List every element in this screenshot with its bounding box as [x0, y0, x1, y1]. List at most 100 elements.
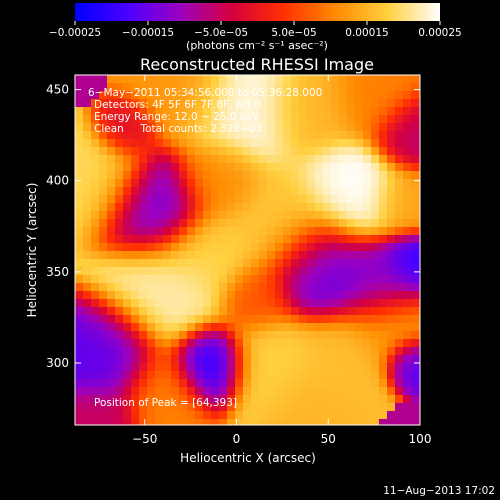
heatmap-cell [187, 275, 196, 284]
heatmap-cell [139, 403, 148, 412]
heatmap-cell [187, 307, 196, 316]
heatmap-cell [371, 355, 380, 364]
heatmap-cell [331, 411, 340, 420]
heatmap-cell [155, 227, 164, 236]
heatmap-cell [219, 243, 228, 252]
heatmap-cell [99, 163, 108, 172]
heatmap-cell [211, 99, 220, 108]
heatmap-cell [163, 243, 172, 252]
heatmap-cell [387, 283, 396, 292]
heatmap-cell [387, 267, 396, 276]
heatmap-cell [291, 403, 300, 412]
heatmap-cell [355, 251, 364, 260]
heatmap-cell [235, 139, 244, 148]
heatmap-cell [283, 227, 292, 236]
heatmap-cell [347, 227, 356, 236]
heatmap-cell [363, 259, 372, 268]
heatmap-cell [115, 387, 124, 396]
chart-title: Reconstructed RHESSI Image [140, 55, 374, 74]
heatmap-cell [379, 419, 388, 425]
y-tick-label: 350 [46, 265, 69, 279]
heatmap-cell [291, 363, 300, 372]
heatmap-cell [355, 115, 364, 124]
heatmap-cell [91, 251, 100, 260]
heatmap-cell [131, 419, 140, 425]
heatmap-cell [347, 347, 356, 356]
heatmap-cell [115, 139, 124, 148]
heatmap-cell [411, 187, 420, 196]
heatmap-cell [331, 299, 340, 308]
heatmap-cell [307, 227, 316, 236]
heatmap-cell [355, 267, 364, 276]
heatmap-cell [99, 123, 108, 132]
heatmap-cell [291, 187, 300, 196]
heatmap-cell [115, 267, 124, 276]
heatmap-cell [243, 235, 252, 244]
heatmap-cell [411, 243, 420, 252]
heatmap-cell [171, 115, 180, 124]
heatmap-cell [259, 323, 268, 332]
heatmap-cell [315, 75, 324, 84]
heatmap-cell [99, 331, 108, 340]
heatmap-cell [171, 131, 180, 140]
heatmap-cell [299, 83, 308, 92]
heatmap-cell [347, 315, 356, 324]
heatmap-cell [155, 115, 164, 124]
heatmap-cell [371, 411, 380, 420]
heatmap-cell [211, 139, 220, 148]
heatmap-cell [251, 339, 260, 348]
heatmap-cell [395, 75, 404, 84]
heatmap-cell [235, 387, 244, 396]
heatmap-cell [147, 211, 156, 220]
heatmap-cell [355, 75, 364, 84]
heatmap-cell [219, 195, 228, 204]
heatmap-cell [131, 267, 140, 276]
heatmap-cell [379, 147, 388, 156]
heatmap-cell [115, 131, 124, 140]
heatmap-cell [339, 267, 348, 276]
heatmap-cell [187, 291, 196, 300]
heatmap-cell [283, 411, 292, 420]
heatmap-cell [355, 411, 364, 420]
heatmap-cell [323, 155, 332, 164]
heatmap-cell [139, 219, 148, 228]
heatmap-cell [115, 219, 124, 228]
heatmap-cell [139, 323, 148, 332]
heatmap-cell [331, 163, 340, 172]
heatmap-cell [347, 283, 356, 292]
heatmap-cell [203, 259, 212, 268]
heatmap-cell [211, 163, 220, 172]
heatmap-cell [291, 195, 300, 204]
heatmap-cell [251, 267, 260, 276]
heatmap-cell [227, 331, 236, 340]
heatmap-cell [211, 363, 220, 372]
heatmap-cell [355, 299, 364, 308]
heatmap-cell [115, 395, 124, 404]
heatmap-cell [99, 131, 108, 140]
heatmap-cell [323, 91, 332, 100]
heatmap-cell [251, 371, 260, 380]
heatmap-cell [123, 91, 132, 100]
heatmap-cell [107, 123, 116, 132]
heatmap-cell [91, 131, 100, 140]
heatmap-cell [323, 83, 332, 92]
heatmap-cell [99, 259, 108, 268]
heatmap-cell [75, 227, 84, 236]
heatmap-cell [195, 163, 204, 172]
heatmap-cell [115, 99, 124, 108]
heatmap-cell [91, 203, 100, 212]
heatmap-cell [403, 203, 412, 212]
heatmap-cell [299, 219, 308, 228]
heatmap-cell [139, 243, 148, 252]
heatmap-cell [323, 179, 332, 188]
heatmap-cell [363, 107, 372, 116]
heatmap-cell [243, 275, 252, 284]
heatmap-cell [251, 387, 260, 396]
heatmap-cell [259, 243, 268, 252]
heatmap-cell [155, 299, 164, 308]
heatmap-cell [275, 83, 284, 92]
heatmap-cell [131, 387, 140, 396]
heatmap-cell [315, 315, 324, 324]
heatmap-cell [283, 395, 292, 404]
heatmap-cell [107, 163, 116, 172]
